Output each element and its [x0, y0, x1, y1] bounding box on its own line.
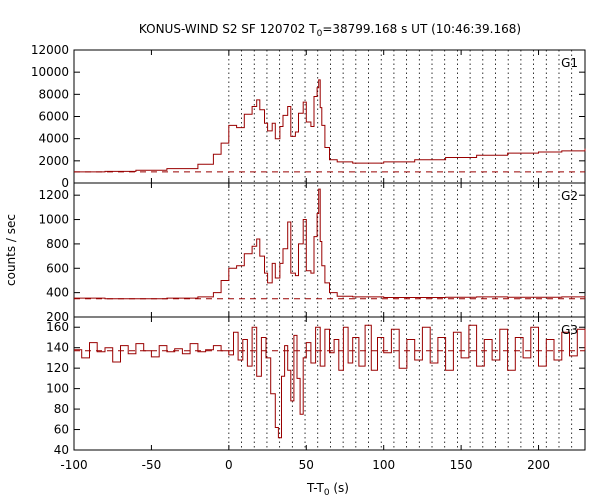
y-tick-label: 2000	[38, 154, 69, 168]
y-tick-label: 1000	[38, 213, 69, 227]
panel-label: G3	[561, 323, 578, 337]
x-axis-label-subscript: 0	[324, 488, 330, 498]
y-tick-label: 800	[46, 237, 69, 251]
y-tick-label: 120	[46, 361, 69, 375]
y-tick-label: 40	[54, 443, 69, 457]
panel-g1: 0 2000 4000 6000 8000 10000 12000 G1	[31, 43, 586, 190]
chart-title-rest: =38799.168 s UT (10:46:39.168)	[322, 22, 521, 36]
x-tick-label: 200	[527, 458, 550, 472]
chart-title-main: KONUS-WIND S2 SF 120702 T	[139, 22, 317, 36]
panel-g3: 40 60 80 100 120 140 160 G3	[46, 316, 586, 457]
series-line-g1	[74, 79, 586, 173]
panel-label: G1	[561, 56, 578, 70]
y-tick-label: 8000	[38, 87, 69, 101]
x-tick-label: 50	[299, 458, 314, 472]
y-tick-label: 1200	[38, 188, 69, 202]
panel-frame	[73, 316, 586, 451]
panel-g2: 200 400 600 800 1000 1200 G2	[38, 182, 586, 324]
y-tick-label: 12000	[31, 43, 69, 57]
y-tick-label: 80	[54, 402, 69, 416]
y-tick-label: 60	[54, 423, 69, 437]
x-tick-label: 0	[225, 458, 233, 472]
panel-label: G2	[561, 189, 578, 203]
x-tick-label: -50	[142, 458, 162, 472]
y-tick-label: 0	[61, 176, 69, 190]
x-tick-label: 100	[372, 458, 395, 472]
y-axis-label: counts / sec	[4, 214, 18, 286]
series-line-g3	[74, 324, 586, 439]
y-tick-label: 200	[46, 310, 69, 324]
marker-lines	[228, 50, 573, 450]
x-axis: -100 -50 0 50 100 150 200	[60, 458, 550, 472]
y-tick-label: 140	[46, 341, 69, 355]
x-axis-label: T-T0 (s)	[306, 481, 349, 498]
x-axis-label-main: T-T	[306, 481, 324, 495]
y-tick-label: 400	[46, 286, 69, 300]
y-tick-label: 10000	[31, 65, 69, 79]
y-tick-label: 100	[46, 382, 69, 396]
chart-title: KONUS-WIND S2 SF 120702 T0=38799.168 s U…	[139, 22, 521, 39]
y-tick-label: 600	[46, 261, 69, 275]
y-tick-label: 4000	[38, 132, 69, 146]
series-line-g2	[74, 188, 586, 300]
y-tick-label: 6000	[38, 110, 69, 124]
x-tick-label: 150	[450, 458, 473, 472]
y-tick-label: 160	[46, 320, 69, 334]
chart-title-subscript: 0	[317, 29, 323, 39]
x-tick-label: -100	[60, 458, 87, 472]
x-axis-label-rest: (s)	[330, 481, 349, 495]
